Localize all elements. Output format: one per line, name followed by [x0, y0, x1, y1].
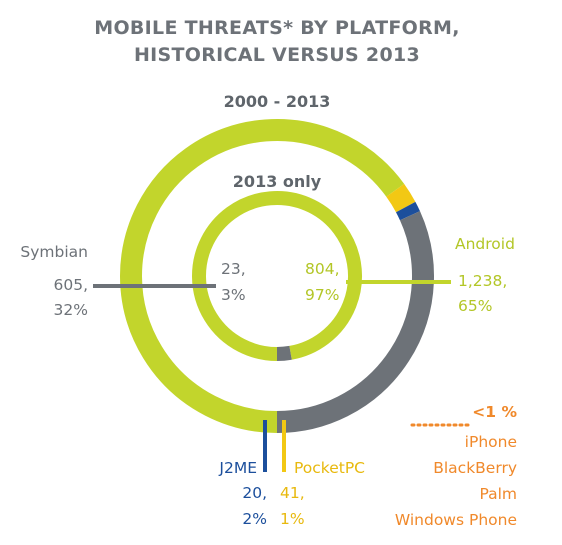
inner-symbian-percent-label: 3%	[221, 286, 246, 304]
pocketpc-count-label: 41,	[280, 484, 305, 502]
j2me-name-label: J2ME	[218, 459, 257, 477]
minor-item-palm: Palm	[479, 485, 517, 503]
inner-slice-symbian	[276, 345, 292, 361]
j2me-percent-label: 2%	[242, 510, 267, 528]
inner-ring-title: 2013 only	[233, 172, 322, 191]
android-count-label: 1,238,	[458, 272, 507, 290]
symbian-percent-label: 32%	[54, 301, 88, 319]
inner-android-count-label: 804,	[305, 260, 340, 278]
j2me-count-label: 20,	[242, 484, 267, 502]
minor-item-iphone: iPhone	[465, 433, 517, 451]
android-percent-label: 65%	[458, 297, 492, 315]
minor-item-windows-phone: Windows Phone	[395, 511, 517, 529]
outer-slice-symbian	[276, 211, 434, 433]
chart-title-line-1: MOBILE THREATS* BY PLATFORM,	[94, 17, 460, 39]
symbian-count-label: 605,	[53, 276, 88, 294]
inner-android-percent-label: 97%	[305, 286, 339, 304]
symbian-name-label: Symbian	[20, 243, 88, 261]
android-name-label: Android	[455, 235, 515, 253]
pocketpc-name-label: PocketPC	[294, 459, 365, 477]
outer-ring	[120, 119, 434, 433]
outer-slice-j2me	[395, 201, 420, 221]
outer-ring-title: 2000 - 2013	[224, 92, 331, 111]
inner-slice-android	[192, 191, 362, 361]
outer-slice-pocketpc	[386, 183, 416, 213]
outer-slice-android	[120, 119, 405, 433]
inner-ring	[192, 191, 362, 361]
inner-symbian-count-label: 23,	[221, 260, 246, 278]
minor-group-label: <1 %	[472, 403, 517, 421]
pocketpc-percent-label: 1%	[280, 510, 305, 528]
minor-item-blackberry: BlackBerry	[433, 459, 517, 477]
chart-title-line-2: HISTORICAL VERSUS 2013	[134, 44, 420, 66]
